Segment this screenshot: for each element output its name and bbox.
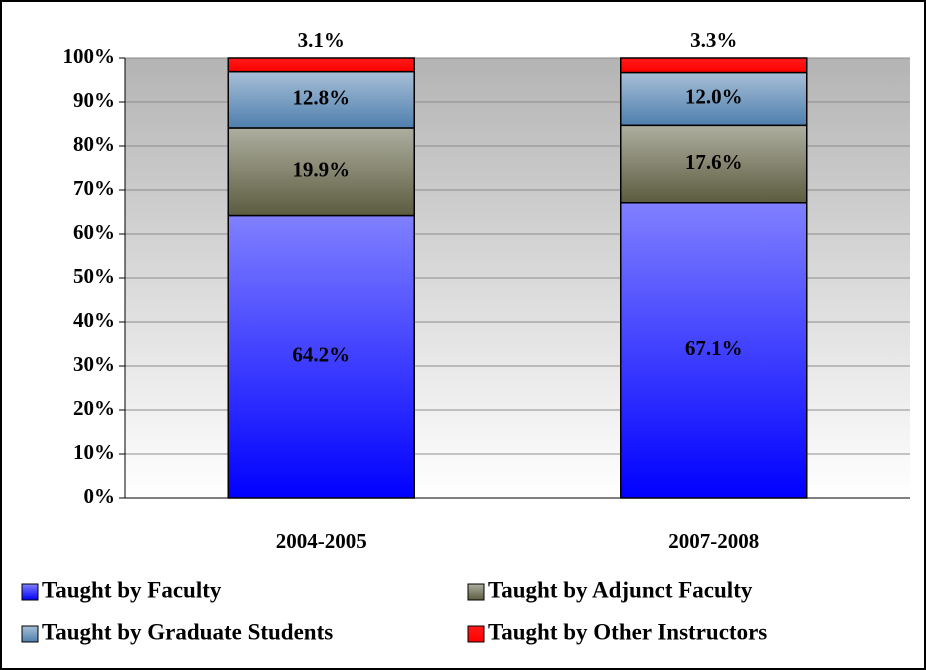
data-label: 67.1% (685, 336, 743, 360)
y-tick-label: 60% (73, 220, 115, 244)
bar-segment (620, 57, 808, 74)
y-tick-label: 90% (73, 88, 115, 112)
y-tick-label: 0% (84, 484, 116, 508)
x-tick-label: 2007-2008 (668, 529, 759, 553)
legend-label: Taught by Adjunct Faculty (488, 577, 753, 602)
y-tick-label: 40% (73, 308, 115, 332)
y-tick-label: 80% (73, 132, 115, 156)
x-tick-label: 2004-2005 (276, 529, 367, 553)
y-tick-label: 100% (63, 44, 116, 68)
bar-segment (227, 127, 415, 217)
data-label: 3.3% (690, 28, 737, 52)
data-label: 12.8% (292, 86, 350, 110)
legend-label: Taught by Other Instructors (488, 619, 767, 644)
data-label: 12.0% (685, 85, 743, 109)
bar-segment (227, 70, 415, 129)
legend-label: Taught by Faculty (42, 577, 222, 602)
legend-swatch (467, 625, 485, 643)
bar-segment (620, 124, 808, 204)
data-label: 19.9% (292, 158, 350, 182)
y-tick-label: 30% (73, 352, 115, 376)
legend-swatch (467, 583, 485, 601)
bar-segment (227, 57, 415, 73)
y-tick-label: 10% (73, 440, 115, 464)
legend-label: Taught by Graduate Students (42, 619, 333, 644)
bar-segment (620, 202, 808, 499)
bar-segment (620, 71, 808, 127)
y-tick-label: 20% (73, 396, 115, 420)
bar-segment (227, 214, 415, 499)
legend-swatch (21, 583, 39, 601)
data-label: 3.1% (298, 28, 345, 52)
legend-swatch (21, 625, 39, 643)
data-label: 17.6% (685, 150, 743, 174)
y-tick-label: 50% (73, 264, 115, 288)
y-tick-label: 70% (73, 176, 115, 200)
data-label: 64.2% (292, 343, 350, 367)
